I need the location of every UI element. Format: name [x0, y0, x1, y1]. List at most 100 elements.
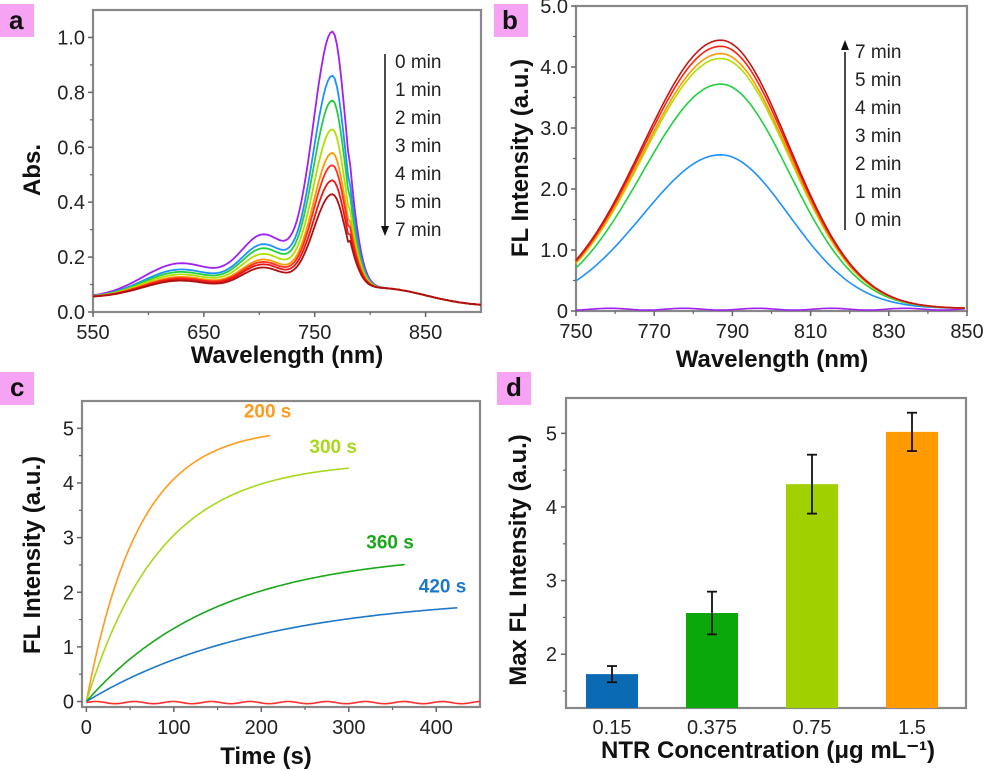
- legend-entry: 3 min: [855, 126, 901, 147]
- legend-arrow-up-icon: [841, 40, 849, 50]
- legend-entry: 1 min: [395, 80, 441, 101]
- x-tick-label: 0: [81, 717, 92, 739]
- series-line-7-min: [575, 39, 965, 309]
- y-tick-label: 3: [63, 528, 74, 550]
- y-tick-label: 0.8: [57, 82, 85, 104]
- y-tick-label: 0.4: [57, 192, 85, 214]
- x-tick-label: 850: [409, 322, 442, 344]
- panel-a-badge-bg: [0, 4, 34, 37]
- legend-entry: 2 min: [855, 154, 901, 175]
- legend-entry: 4 min: [395, 164, 441, 185]
- x-tick-label: 810: [794, 321, 827, 343]
- panel-b-letter: b: [502, 5, 518, 35]
- y-tick-label: 0.0: [57, 302, 85, 324]
- series-line-4-min: [575, 52, 965, 309]
- y-tick-label: 0: [557, 301, 568, 323]
- x-tick-label: 750: [298, 322, 331, 344]
- y-tick-label: 1: [63, 637, 74, 659]
- y-tick-label: 4: [63, 473, 74, 495]
- legend-arrow-down-icon: [381, 226, 389, 236]
- series-line-control: [86, 700, 481, 705]
- panel-c-letter: c: [10, 372, 24, 402]
- y-axis-title: FL Intensity (a.u.): [19, 456, 46, 654]
- y-tick-label: 1.0: [57, 27, 85, 49]
- x-axis-title: Wavelength (nm): [676, 346, 868, 373]
- series-line-0-min: [575, 307, 965, 311]
- x-tick-label: 770: [638, 321, 671, 343]
- series-line-300-s: [85, 467, 349, 702]
- x-tick-label: 300: [332, 717, 365, 739]
- y-axis-title: Max FL Intensity (a.u.): [505, 434, 532, 686]
- legend-entry: 0 min: [855, 210, 901, 231]
- legend-entry: 7 min: [855, 42, 901, 63]
- legend-entry: 4 min: [855, 98, 901, 119]
- y-tick-label: 0.2: [57, 247, 85, 269]
- y-tick-label: 4: [546, 497, 557, 519]
- x-tick-label: 0.15: [593, 717, 632, 739]
- x-tick-label: 790: [716, 321, 749, 343]
- legend-entry: 5 min: [395, 192, 441, 213]
- chart-b-fluorescence: 0 1.0 2.0 3.0 4.0 5.0 750 770 790 810 830 850 7 min 5…: [507, 0, 984, 373]
- curve-annotation: 200 s: [244, 401, 292, 422]
- x-tick-label: 550: [76, 322, 109, 344]
- x-tick-label: 400: [420, 717, 453, 739]
- series-line-360-s: [85, 563, 405, 703]
- panel-b-badge-bg: [494, 4, 528, 37]
- y-tick-label: 0.6: [57, 137, 85, 159]
- panel-d-badge-bg: [497, 372, 531, 405]
- plot-frame: [80, 399, 482, 709]
- panel-c-badge-bg: [0, 372, 34, 405]
- bar-1.5: [886, 431, 938, 708]
- panel-d-badge: d: [497, 372, 531, 405]
- panel-a-letter: a: [9, 5, 24, 35]
- legend-entry: 2 min: [395, 108, 441, 129]
- series-line-420-s: [85, 607, 458, 703]
- x-tick-label: 1.5: [898, 717, 926, 739]
- y-tick-label: 4.0: [540, 57, 568, 79]
- y-tick-label: 5.0: [540, 0, 568, 18]
- y-tick-label: 3.0: [540, 118, 568, 140]
- legend-entry: 1 min: [855, 182, 901, 203]
- x-axis-title: Wavelength (nm): [191, 342, 383, 369]
- legend-entry: 3 min: [395, 136, 441, 157]
- x-tick-label: 830: [872, 321, 905, 343]
- legend-entry: 5 min: [855, 70, 901, 91]
- panel-c-badge: c: [0, 372, 34, 405]
- legend-entry: 0 min: [395, 52, 441, 73]
- series-line-1-min: [575, 153, 965, 310]
- y-tick-label: 5: [546, 423, 557, 445]
- series-line-3-min: [575, 57, 965, 309]
- x-tick-label: 650: [187, 322, 220, 344]
- x-tick-label: 0.75: [793, 717, 832, 739]
- y-axis-title: FL Intensity (a.u.): [507, 59, 534, 257]
- plot-frame: [91, 8, 483, 314]
- curve-annotation: 360 s: [366, 533, 414, 554]
- x-tick-label: 200: [245, 717, 278, 739]
- plot-frame: [574, 4, 969, 313]
- y-tick-label: 2: [546, 644, 557, 666]
- y-tick-label: 1.0: [540, 240, 568, 262]
- y-tick-label: 5: [63, 418, 74, 440]
- x-tick-label: 0.375: [687, 717, 737, 739]
- legend-entry: 7 min: [395, 220, 441, 241]
- series-line-5-min: [575, 45, 965, 309]
- bar-0.75: [786, 484, 838, 708]
- panel-d-letter: d: [506, 372, 522, 402]
- y-tick-label: 2: [63, 582, 74, 604]
- panel-a-badge: a: [0, 4, 34, 37]
- y-axis-title: Abs.: [19, 144, 46, 196]
- x-tick-label: 750: [559, 321, 592, 343]
- x-tick-label: 850: [950, 321, 983, 343]
- curve-annotation: 300 s: [309, 437, 357, 458]
- chart-c-kinetics: 0 1 2 3 4 5 0 100 200 300 400 200 s 300 s 360 s 420 s T…: [19, 399, 482, 770]
- series-line-7-min: [92, 193, 482, 306]
- y-tick-label: 0: [63, 692, 74, 714]
- y-tick-label: 3: [546, 571, 557, 593]
- x-tick-label: 100: [157, 717, 190, 739]
- curve-annotation: 420 s: [419, 576, 467, 597]
- x-axis-title: Time (s): [220, 743, 312, 770]
- plot-frame: [564, 396, 968, 710]
- y-tick-label: 2.0: [540, 179, 568, 201]
